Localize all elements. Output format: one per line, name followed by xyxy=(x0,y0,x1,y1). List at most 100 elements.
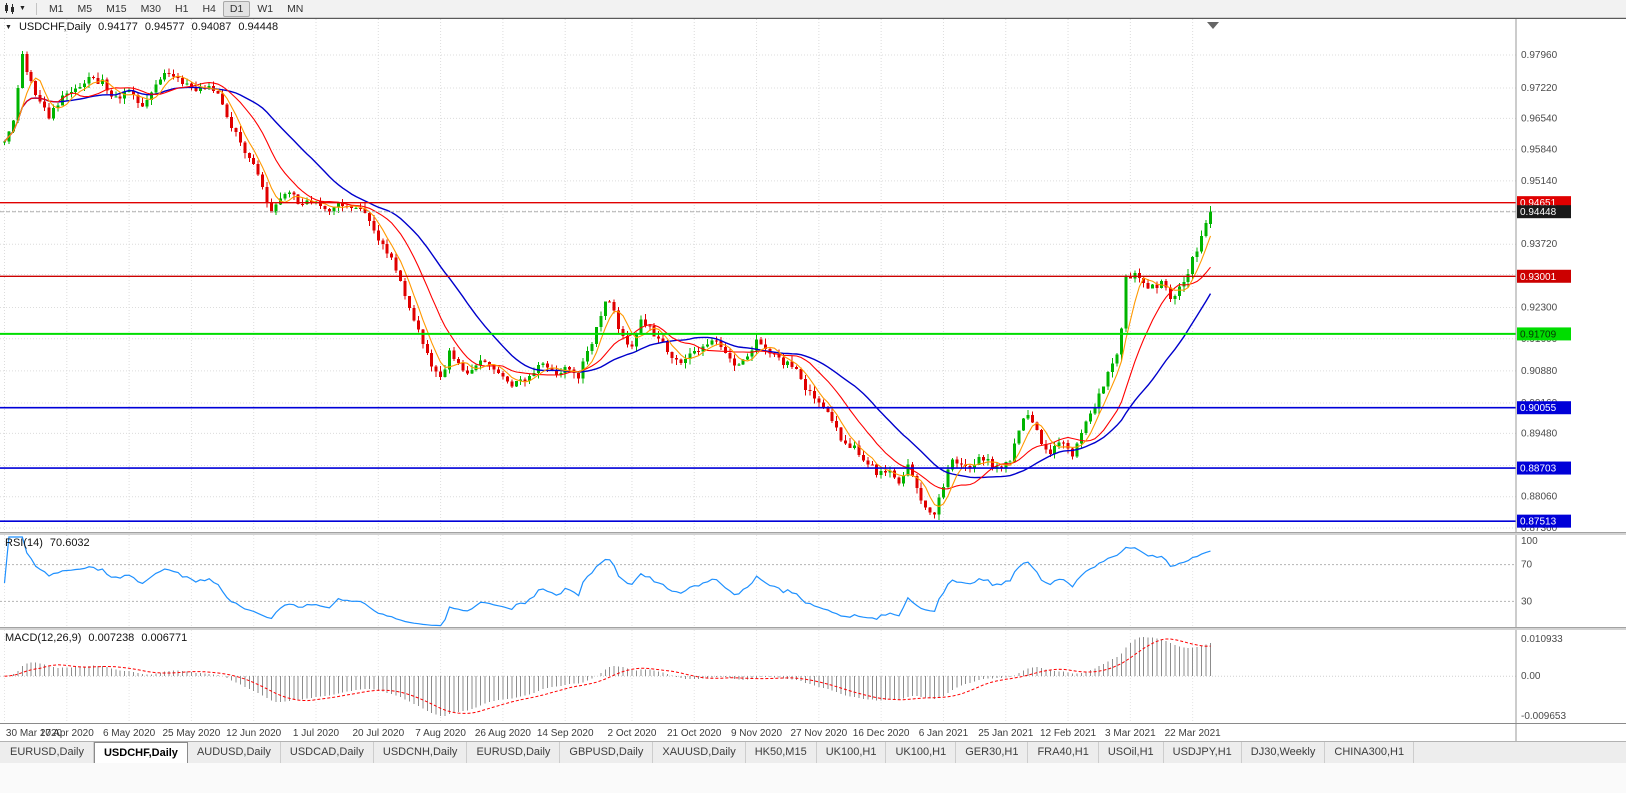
chart-shift-marker-icon[interactable] xyxy=(1207,22,1219,29)
svg-text:0.97220: 0.97220 xyxy=(1521,83,1558,94)
bottom-filler xyxy=(0,763,1626,793)
svg-text:17 Apr 2020: 17 Apr 2020 xyxy=(40,728,94,739)
svg-text:0.88060: 0.88060 xyxy=(1521,492,1558,503)
tab-eurusd-daily[interactable]: EURUSD,Daily xyxy=(1,742,94,763)
timeframe-toolbar-buttons: M1 M5 M15 M30 H1 H4 D1 W1 MN xyxy=(42,0,310,17)
svg-text:100: 100 xyxy=(1521,536,1538,547)
svg-text:-0.009653: -0.009653 xyxy=(1521,711,1566,722)
svg-text:0.89480: 0.89480 xyxy=(1521,428,1558,439)
horizontal-lines-layer[interactable]: 0.94651 0.93001 0.91709 0.90055 0.88703 0.875… xyxy=(0,196,1571,528)
price-chart-window[interactable]: 0.97960 0.97220 0.96540 0.95840 0.95140 0.944… xyxy=(0,19,1626,532)
svg-text:20 Jul 2020: 20 Jul 2020 xyxy=(352,728,404,739)
tab-eurusd-daily[interactable]: EURUSD,Daily xyxy=(467,742,561,763)
timeframe-button-w1[interactable]: W1 xyxy=(257,2,274,15)
svg-text:0.94651: 0.94651 xyxy=(1520,198,1557,209)
tab-uk100-h1[interactable]: UK100,H1 xyxy=(886,742,957,763)
timeframe-toolbar: ▼ M1 M5 M15 M30 H1 H4 D1 W1 MN xyxy=(0,0,1626,18)
rsi-scale-labels[interactable]: 100 70 30 xyxy=(1521,536,1538,607)
svg-text:30 Mar 2020: 30 Mar 2020 xyxy=(6,728,63,739)
window-splitter-rsi[interactable] xyxy=(0,532,1626,535)
svg-text:14 Sep 2020: 14 Sep 2020 xyxy=(537,728,594,739)
svg-text:30: 30 xyxy=(1521,596,1533,607)
rsi-line xyxy=(3,536,1211,627)
chevron-down-icon: ▼ xyxy=(19,5,26,12)
macd-grid xyxy=(0,630,1516,723)
svg-text:3 Mar 2021: 3 Mar 2021 xyxy=(1105,728,1156,739)
tab-usdjpy-h1[interactable]: USDJPY,H1 xyxy=(1163,742,1242,763)
timeframe-button-d1[interactable]: D1 xyxy=(222,0,251,17)
price-scale-labels[interactable]: 0.97960 0.97220 0.96540 0.95840 0.95140 0.944… xyxy=(1521,50,1558,532)
date-axis[interactable]: 30 Mar 2020 17 Apr 2020 6 May 2020 25 May 2… xyxy=(0,723,1626,741)
window-splitter-macd[interactable] xyxy=(0,627,1626,630)
macd-canvas[interactable]: 0.010933 0.00 -0.009653 xyxy=(0,630,1626,723)
svg-text:25 May 2020: 25 May 2020 xyxy=(162,728,220,739)
svg-text:0.96540: 0.96540 xyxy=(1521,113,1558,124)
svg-text:25 Jan 2021: 25 Jan 2021 xyxy=(978,728,1033,739)
timeframe-button-m5[interactable]: M5 xyxy=(77,2,93,15)
svg-text:26 Aug 2020: 26 Aug 2020 xyxy=(475,728,532,739)
svg-text:0.92300: 0.92300 xyxy=(1521,303,1558,314)
timeframe-button-m15[interactable]: M15 xyxy=(106,2,127,15)
candles-layer xyxy=(3,51,1212,520)
price-chart-canvas[interactable]: 0.97960 0.97220 0.96540 0.95840 0.95140 0.944… xyxy=(0,19,1626,532)
macd-histogram xyxy=(8,637,1211,716)
svg-text:0.90055: 0.90055 xyxy=(1520,403,1557,414)
tab-ger30-h1[interactable]: GER30,H1 xyxy=(956,742,1029,763)
macd-window[interactable]: 0.010933 0.00 -0.009653 MACD(12,26,9) 0.00… xyxy=(0,630,1626,723)
chart-frame: 0.97960 0.97220 0.96540 0.95840 0.95140 0.944… xyxy=(0,18,1626,741)
tab-usoil-h1[interactable]: USOil,H1 xyxy=(1098,742,1164,763)
tab-usdcad-daily[interactable]: USDCAD,Daily xyxy=(280,742,374,763)
rsi-canvas[interactable]: 100 70 30 xyxy=(0,535,1626,627)
tab-usdcnh-daily[interactable]: USDCNH,Daily xyxy=(373,742,468,763)
svg-text:9 Nov 2020: 9 Nov 2020 xyxy=(731,728,783,739)
timeframe-button-h1[interactable]: H1 xyxy=(175,2,189,15)
svg-text:12 Feb 2021: 12 Feb 2021 xyxy=(1040,728,1097,739)
chart-tabbar: EURUSD,Daily USDCHF,Daily AUDUSD,Daily USDC… xyxy=(0,741,1626,763)
svg-text:0.93720: 0.93720 xyxy=(1521,239,1558,250)
timeframe-button-m1[interactable]: M1 xyxy=(48,2,64,15)
svg-text:0.88703: 0.88703 xyxy=(1520,464,1557,475)
svg-text:21 Oct 2020: 21 Oct 2020 xyxy=(667,728,722,739)
svg-text:0.010933: 0.010933 xyxy=(1521,634,1563,645)
tab-audusd-daily[interactable]: AUDUSD,Daily xyxy=(187,742,281,763)
svg-text:0.90880: 0.90880 xyxy=(1521,366,1558,377)
current-price-line: 0.94448 xyxy=(0,205,1571,219)
tab-hk50-m15[interactable]: HK50,M15 xyxy=(745,742,817,763)
chart-type-tool[interactable]: ▼ xyxy=(3,2,29,15)
svg-text:12 Jun 2020: 12 Jun 2020 xyxy=(226,728,281,739)
macd-scale-labels[interactable]: 0.010933 0.00 -0.009653 xyxy=(1521,634,1566,722)
svg-text:0.94448: 0.94448 xyxy=(1520,207,1557,218)
svg-text:0.95840: 0.95840 xyxy=(1521,145,1558,156)
timeframe-button-m30[interactable]: M30 xyxy=(140,2,161,15)
svg-text:0.93001: 0.93001 xyxy=(1520,272,1557,283)
tab-gbpusd-daily[interactable]: GBPUSD,Daily xyxy=(560,742,654,763)
candlestick-chart-icon xyxy=(5,3,14,14)
rsi-window[interactable]: 100 70 30 RSI(14) 70.6032 xyxy=(0,535,1626,627)
tab-fra40-h1[interactable]: FRA40,H1 xyxy=(1028,742,1099,763)
timeframe-button-mn[interactable]: MN xyxy=(287,2,304,15)
tab-uk100-h1[interactable]: UK100,H1 xyxy=(816,742,887,763)
tab-dj30-weekly[interactable]: DJ30,Weekly xyxy=(1241,742,1326,763)
svg-text:1 Jul 2020: 1 Jul 2020 xyxy=(293,728,340,739)
svg-text:0.00: 0.00 xyxy=(1521,671,1541,682)
svg-text:0.97960: 0.97960 xyxy=(1521,50,1558,61)
svg-text:70: 70 xyxy=(1521,560,1533,571)
svg-text:6 Jan 2021: 6 Jan 2021 xyxy=(919,728,969,739)
svg-text:0.95140: 0.95140 xyxy=(1521,176,1558,187)
toolbar-separator xyxy=(35,2,37,15)
tab-xauusd-daily[interactable]: XAUUSD,Daily xyxy=(653,742,746,763)
svg-text:0.91709: 0.91709 xyxy=(1520,329,1557,340)
moving-averages-layer xyxy=(3,75,1212,508)
price-grid xyxy=(0,19,1516,532)
timeframe-button-h4[interactable]: H4 xyxy=(202,2,216,15)
svg-text:2 Oct 2020: 2 Oct 2020 xyxy=(607,728,656,739)
svg-text:7 Aug 2020: 7 Aug 2020 xyxy=(415,728,466,739)
chart-dropdown-arrow-icon[interactable]: ▼ xyxy=(5,23,12,31)
svg-text:6 May 2020: 6 May 2020 xyxy=(103,728,156,739)
tab-china300-h1[interactable]: CHINA300,H1 xyxy=(1325,742,1415,763)
svg-text:0.87513: 0.87513 xyxy=(1520,517,1557,528)
tab-usdchf-daily[interactable]: USDCHF,Daily xyxy=(93,742,188,763)
rsi-grid xyxy=(0,535,1516,627)
svg-text:22 Mar 2021: 22 Mar 2021 xyxy=(1165,728,1222,739)
